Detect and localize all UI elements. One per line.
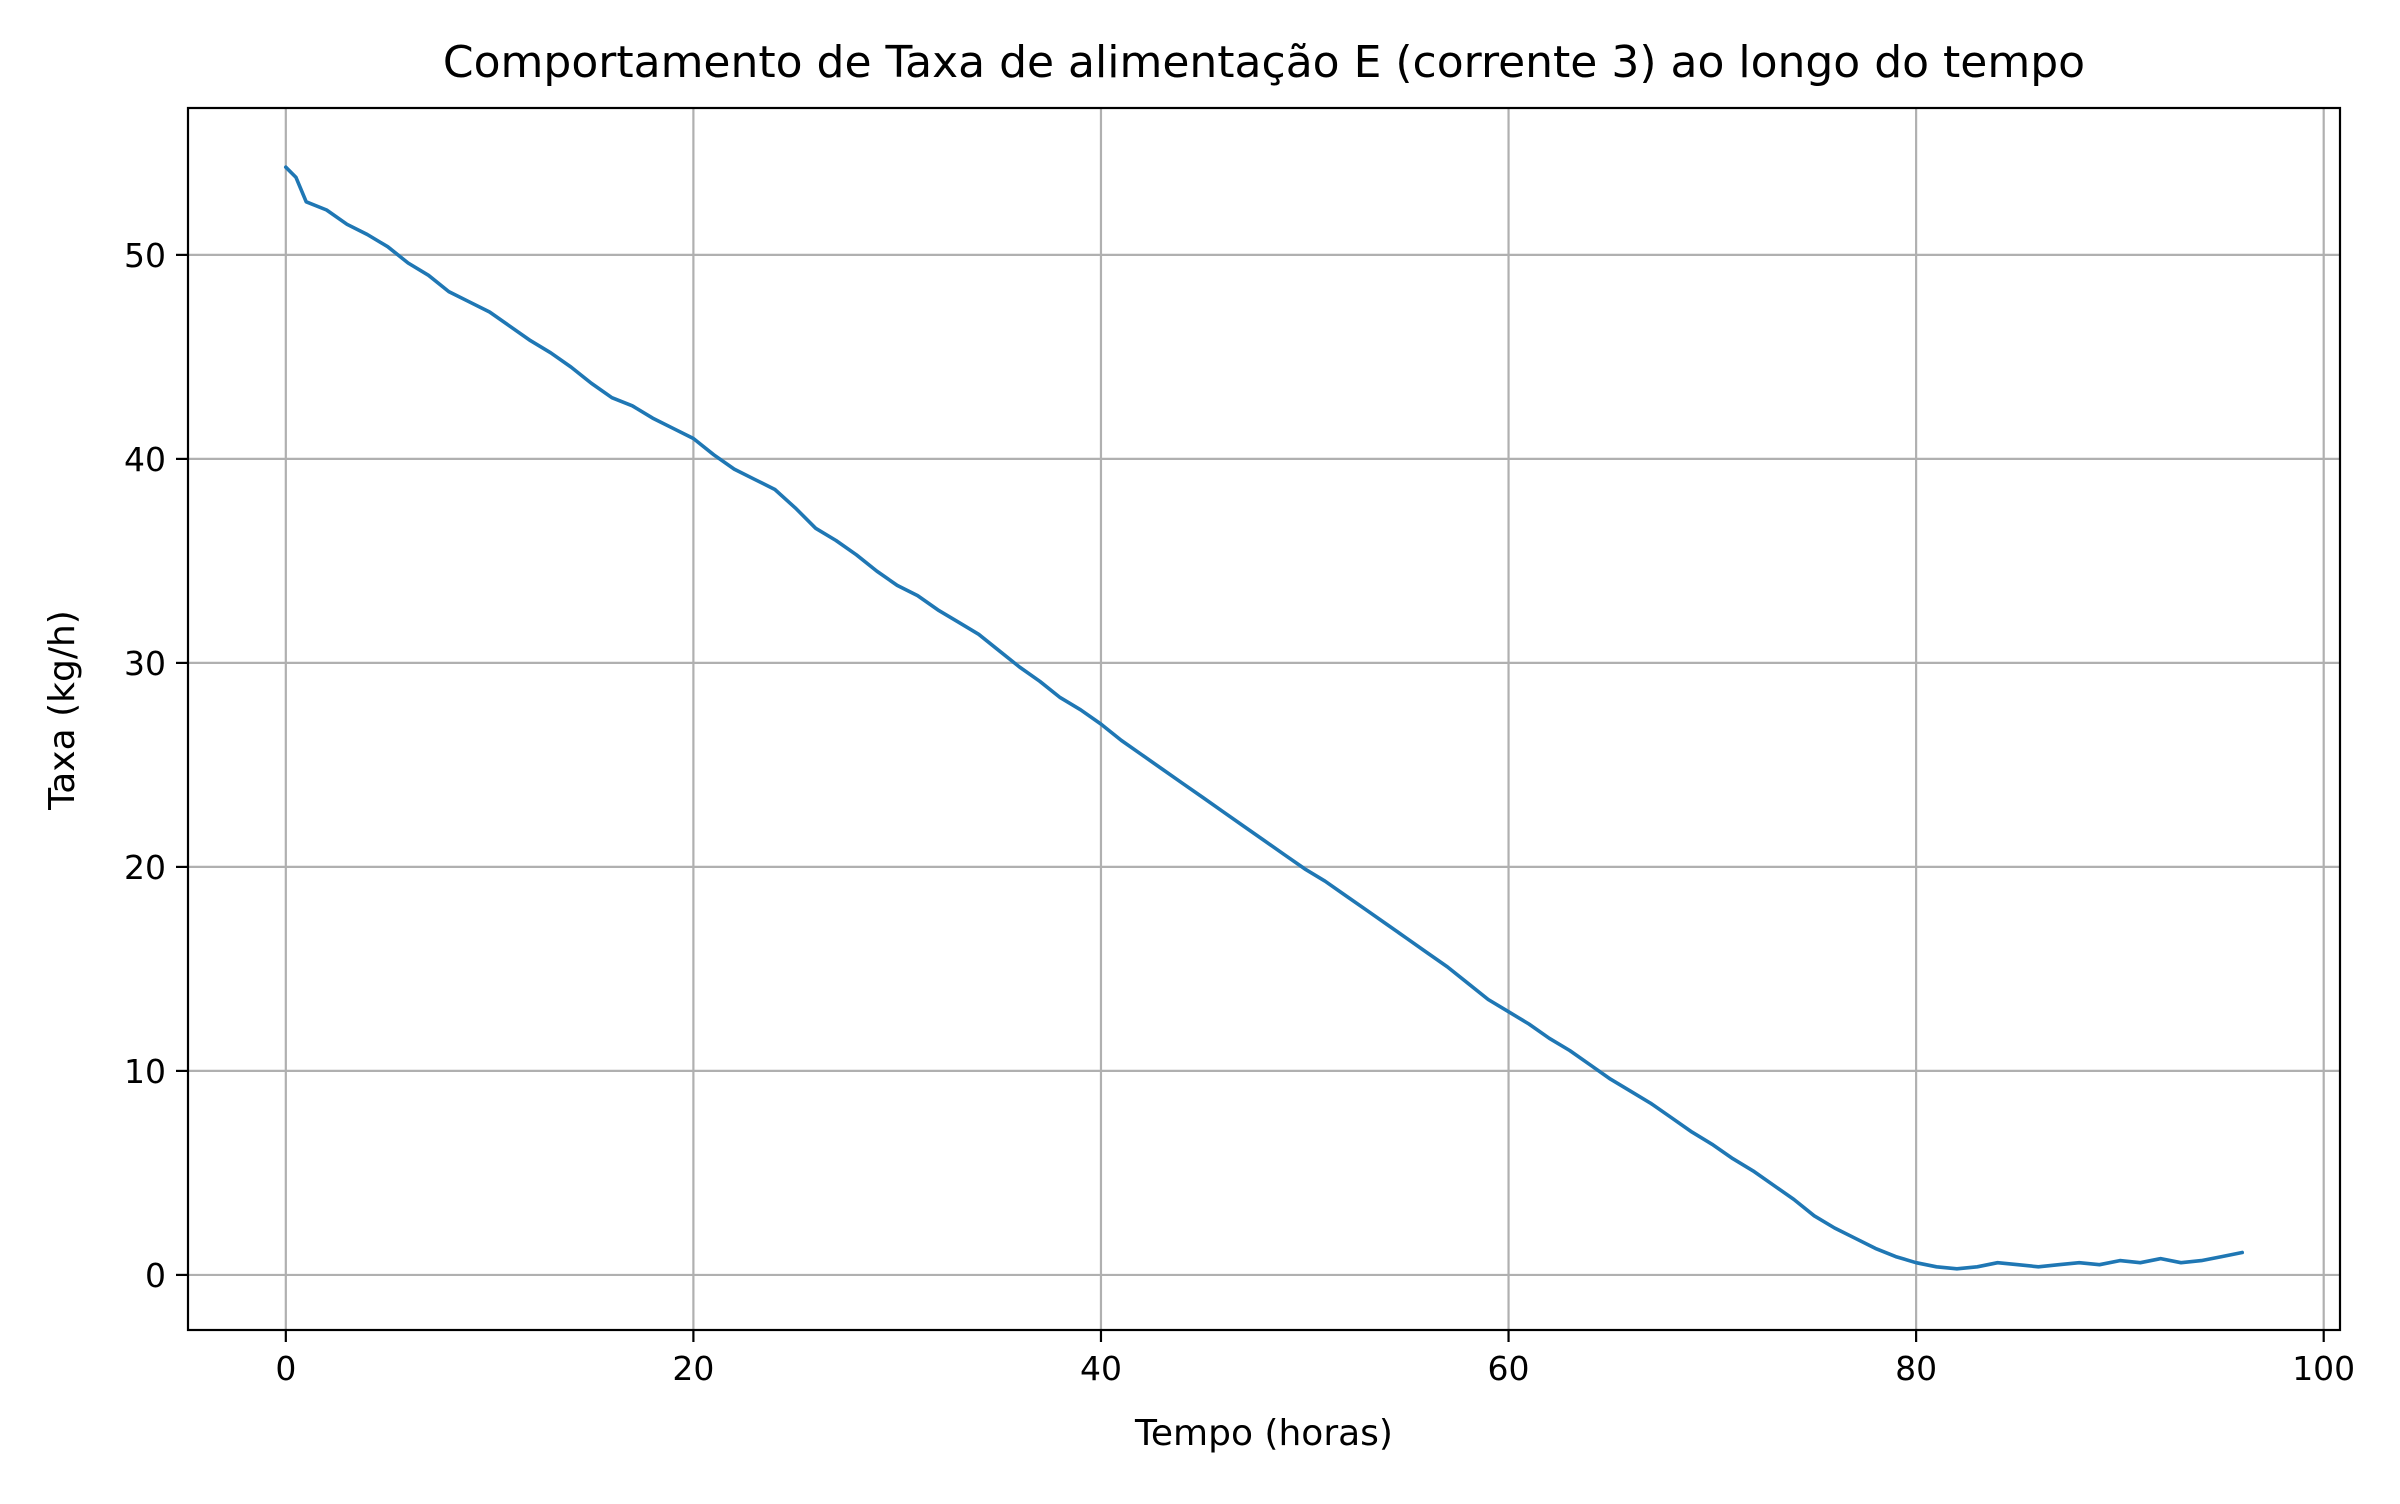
chart-title: Comportamento de Taxa de alimentação E (… [443,37,2085,88]
y-tick-label: 0 [145,1256,166,1295]
data-layer [283,165,2244,1271]
y-tick-label: 20 [124,848,166,887]
x-tick-label: 0 [275,1349,296,1388]
grid-layer [188,108,2340,1330]
axes-layer: 0 20 40 60 80 100 0 10 20 30 40 50 [124,106,2355,1388]
series-line [283,165,2244,1271]
x-tick-label: 40 [1080,1349,1122,1388]
y-axis-label: Taxa (kg/h) [42,610,83,811]
x-tick-label: 100 [2292,1349,2355,1388]
y-tick-label: 50 [124,236,166,275]
x-axis-label: Tempo (horas) [1134,1413,1393,1454]
plot-frame [186,106,2342,1332]
y-tick-label: 40 [124,440,166,479]
x-tick-label: 80 [1895,1349,1937,1388]
x-tick-label: 20 [672,1349,714,1388]
y-tick-label: 30 [124,644,166,683]
x-tick-label: 60 [1488,1349,1530,1388]
y-tick-label: 10 [124,1052,166,1091]
